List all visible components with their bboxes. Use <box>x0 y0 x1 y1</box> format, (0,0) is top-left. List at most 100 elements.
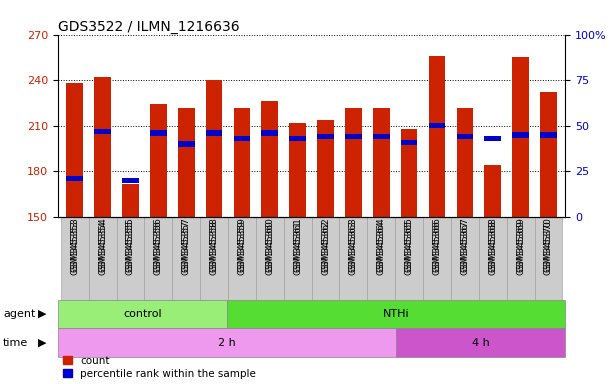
Text: GSM345369: GSM345369 <box>516 217 525 272</box>
Bar <box>200 217 228 341</box>
Bar <box>94 129 111 134</box>
Bar <box>150 104 167 217</box>
Text: GSM345360: GSM345360 <box>265 217 274 272</box>
Bar <box>401 139 417 145</box>
Text: GSM345366: GSM345366 <box>433 217 442 272</box>
Bar <box>122 178 139 183</box>
Text: NTHi: NTHi <box>383 309 409 319</box>
Bar <box>312 217 340 341</box>
Bar <box>451 217 479 341</box>
Text: GSM345365: GSM345365 <box>404 220 414 275</box>
Bar <box>367 217 395 341</box>
Bar <box>178 141 194 147</box>
Text: GSM345357: GSM345357 <box>181 217 191 272</box>
Bar <box>233 108 251 217</box>
Text: agent: agent <box>3 309 35 319</box>
Bar <box>373 108 390 217</box>
Bar <box>429 56 445 217</box>
Bar <box>456 134 474 139</box>
Bar <box>345 134 362 139</box>
Bar <box>122 184 139 217</box>
Text: ▶: ▶ <box>38 309 46 319</box>
Text: GDS3522 / ILMN_1216636: GDS3522 / ILMN_1216636 <box>58 20 240 33</box>
Bar <box>256 217 284 341</box>
Bar <box>67 176 83 181</box>
Text: GSM345353: GSM345353 <box>70 217 79 272</box>
Bar <box>61 217 89 341</box>
Text: GSM345359: GSM345359 <box>238 220 246 275</box>
Bar <box>345 108 362 217</box>
Bar <box>485 165 501 217</box>
Bar <box>172 217 200 341</box>
Bar <box>429 123 445 128</box>
Bar <box>290 136 306 141</box>
Text: GSM345356: GSM345356 <box>154 220 163 275</box>
Text: GSM345358: GSM345358 <box>210 220 219 275</box>
Text: GSM345369: GSM345369 <box>516 220 525 275</box>
Text: GSM345370: GSM345370 <box>544 220 553 275</box>
Text: GSM345353: GSM345353 <box>70 220 79 275</box>
Bar <box>395 217 423 341</box>
Text: GSM345363: GSM345363 <box>349 220 358 275</box>
Text: control: control <box>123 309 162 319</box>
Text: GSM345367: GSM345367 <box>460 217 469 272</box>
Text: GSM345365: GSM345365 <box>404 217 414 272</box>
Bar <box>485 136 501 141</box>
Bar <box>262 131 278 136</box>
Bar <box>540 92 557 217</box>
Text: GSM345355: GSM345355 <box>126 217 135 272</box>
Bar <box>540 132 557 137</box>
Text: GSM345356: GSM345356 <box>154 217 163 272</box>
Bar <box>290 123 306 217</box>
Bar <box>507 217 535 341</box>
Bar <box>456 108 474 217</box>
Bar <box>117 217 144 341</box>
Text: time: time <box>3 338 28 348</box>
Text: GSM345362: GSM345362 <box>321 220 330 275</box>
Bar <box>206 131 222 136</box>
Text: 2 h: 2 h <box>218 338 236 348</box>
Text: ▶: ▶ <box>38 338 46 348</box>
Text: GSM345363: GSM345363 <box>349 217 358 272</box>
Bar <box>535 217 562 341</box>
Bar <box>479 217 507 341</box>
Bar <box>262 101 278 217</box>
Bar <box>67 83 83 217</box>
Bar <box>233 136 251 141</box>
Text: GSM345361: GSM345361 <box>293 220 302 275</box>
Text: GSM345357: GSM345357 <box>181 220 191 275</box>
Text: GSM345358: GSM345358 <box>210 217 219 272</box>
Text: GSM345354: GSM345354 <box>98 220 107 275</box>
Bar <box>94 77 111 217</box>
Bar <box>206 80 222 217</box>
Bar <box>284 217 312 341</box>
Text: GSM345360: GSM345360 <box>265 220 274 275</box>
Text: GSM345364: GSM345364 <box>377 217 386 272</box>
Bar <box>317 120 334 217</box>
Text: GSM345362: GSM345362 <box>321 217 330 272</box>
Text: GSM345370: GSM345370 <box>544 217 553 272</box>
Text: GSM345355: GSM345355 <box>126 220 135 275</box>
Bar <box>228 217 256 341</box>
Bar <box>340 217 367 341</box>
Text: GSM345354: GSM345354 <box>98 217 107 272</box>
Bar <box>144 217 172 341</box>
Text: GSM345359: GSM345359 <box>238 217 246 272</box>
Text: GSM345368: GSM345368 <box>488 220 497 275</box>
Bar <box>512 57 529 217</box>
Text: GSM345366: GSM345366 <box>433 220 442 275</box>
Legend: count, percentile rank within the sample: count, percentile rank within the sample <box>64 356 256 379</box>
Text: GSM345364: GSM345364 <box>377 220 386 275</box>
Text: 4 h: 4 h <box>472 338 489 348</box>
Bar <box>178 108 194 217</box>
Bar <box>373 134 390 139</box>
Bar <box>150 131 167 136</box>
Text: GSM345361: GSM345361 <box>293 217 302 272</box>
Bar <box>89 217 117 341</box>
Text: GSM345368: GSM345368 <box>488 217 497 272</box>
Bar <box>401 129 417 217</box>
Bar <box>423 217 451 341</box>
Bar <box>317 134 334 139</box>
Bar <box>512 132 529 137</box>
Text: GSM345367: GSM345367 <box>460 220 469 275</box>
